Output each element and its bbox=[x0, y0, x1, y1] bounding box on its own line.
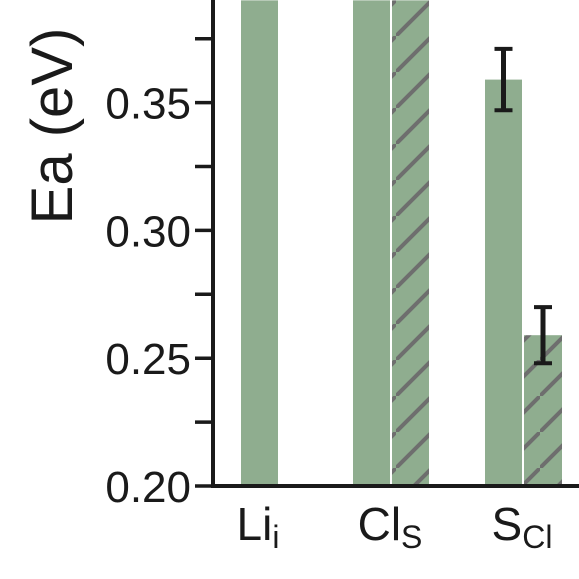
axes-group bbox=[211, 0, 579, 488]
bar-hatched-1 bbox=[392, 0, 429, 487]
x-category-labels: Lii ClS SCl bbox=[237, 498, 553, 555]
error-bars-group bbox=[494, 46, 552, 366]
bar-solid-0 bbox=[241, 0, 278, 487]
x-category-label-2: SCl bbox=[492, 498, 553, 555]
x-category-label-0: Lii bbox=[237, 498, 280, 555]
bar-solid-1 bbox=[353, 0, 390, 487]
y-tick-label: 0.30 bbox=[105, 207, 191, 256]
y-tick-label: 0.20 bbox=[105, 463, 191, 512]
y-ticks-group: 0.20 0.25 0.30 0.35 bbox=[105, 36, 213, 512]
bars-group bbox=[241, 0, 562, 487]
bar-solid-2 bbox=[485, 79, 522, 486]
y-axis-label: Ea (eV) bbox=[20, 28, 85, 225]
y-tick-label: 0.35 bbox=[105, 80, 191, 129]
y-tick-label: 0.25 bbox=[105, 335, 191, 384]
x-category-label-1: ClS bbox=[358, 498, 423, 555]
